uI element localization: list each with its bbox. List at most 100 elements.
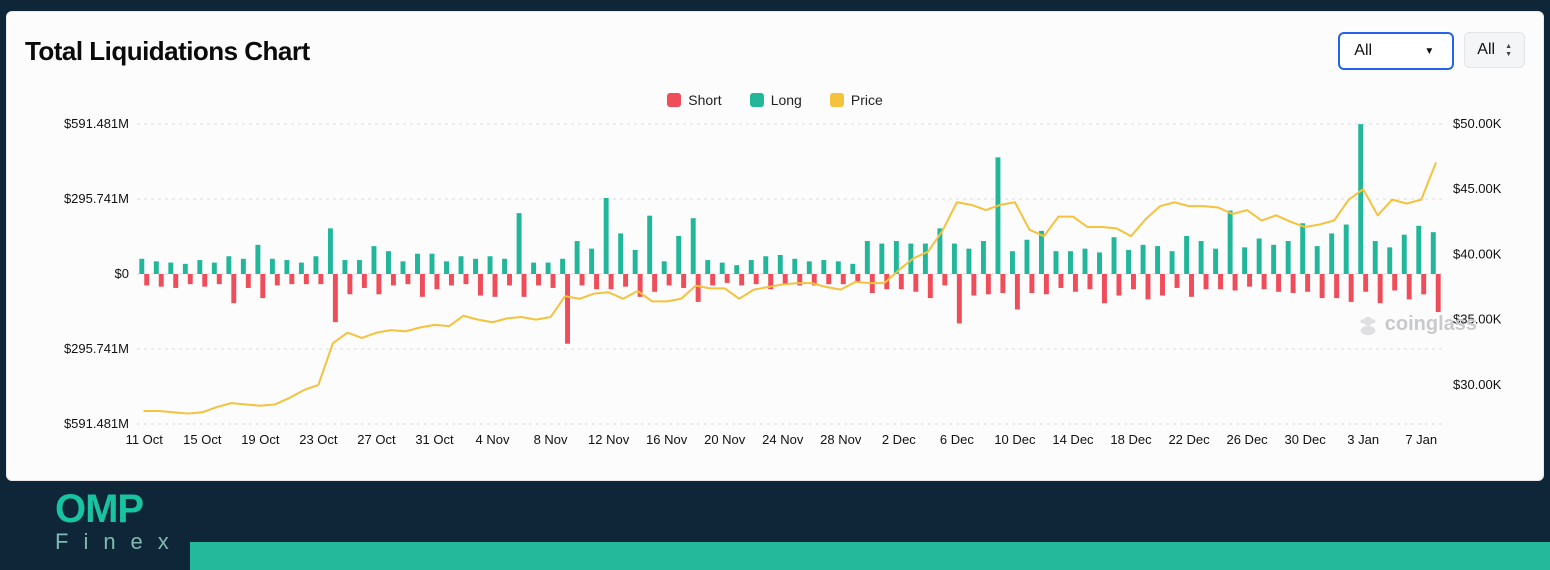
- svg-text:8 Nov: 8 Nov: [534, 432, 568, 447]
- symbol-select-value: All: [1354, 42, 1372, 60]
- svg-text:31 Oct: 31 Oct: [415, 432, 454, 447]
- bar-short: [826, 274, 831, 284]
- bar-long: [1315, 246, 1320, 274]
- bar-short: [507, 274, 512, 285]
- bar-short: [362, 274, 367, 288]
- bar-short: [696, 274, 701, 302]
- bar-short: [420, 274, 425, 297]
- svg-text:$45.00K: $45.00K: [1453, 181, 1502, 196]
- bar-long: [763, 256, 768, 274]
- bar-short: [913, 274, 918, 292]
- bar-short: [1291, 274, 1296, 293]
- svg-text:$591.481M: $591.481M: [64, 116, 129, 131]
- bar-long: [560, 259, 565, 274]
- bar-short: [1305, 274, 1310, 292]
- bar-short: [376, 274, 381, 294]
- legend-price[interactable]: Price: [830, 92, 883, 108]
- bar-short: [1087, 274, 1092, 289]
- bar-long: [952, 244, 957, 274]
- bar-short: [1044, 274, 1049, 294]
- bar-short: [1058, 274, 1063, 288]
- bar-short: [551, 274, 556, 288]
- bar-short: [1320, 274, 1325, 298]
- screenshot-frame: Total Liquidations Chart All ▼ All ▲▼ Sh…: [0, 0, 1550, 570]
- bar-short: [1146, 274, 1151, 299]
- bar-long: [734, 265, 739, 274]
- bar-long: [1358, 124, 1363, 274]
- bar-long: [807, 261, 812, 274]
- svg-text:18 Dec: 18 Dec: [1110, 432, 1152, 447]
- symbol-select[interactable]: All ▼: [1338, 32, 1454, 70]
- bar-long: [1344, 225, 1349, 274]
- svg-text:19 Oct: 19 Oct: [241, 432, 280, 447]
- bar-long: [502, 259, 507, 274]
- bar-short: [159, 274, 164, 287]
- range-select-value: All: [1477, 41, 1495, 59]
- bar-long: [1097, 252, 1102, 274]
- legend-price-swatch: [830, 93, 844, 107]
- bar-long: [328, 228, 333, 274]
- bar-long: [618, 233, 623, 274]
- bar-long: [473, 259, 478, 274]
- bar-short: [1262, 274, 1267, 289]
- bar-long: [154, 261, 159, 274]
- svg-text:26 Dec: 26 Dec: [1226, 432, 1268, 447]
- bar-short: [260, 274, 265, 298]
- bar-short: [347, 274, 352, 294]
- bar-short: [942, 274, 947, 285]
- legend-short[interactable]: Short: [667, 92, 721, 108]
- legend-short-swatch: [667, 93, 681, 107]
- bar-short: [202, 274, 207, 287]
- brand-line1: OMP: [55, 489, 184, 529]
- bar-short: [841, 274, 846, 284]
- legend-long-label: Long: [771, 92, 802, 108]
- bar-short: [173, 274, 178, 288]
- bar-long: [444, 261, 449, 274]
- bar-long: [1242, 247, 1247, 274]
- bar-long: [575, 241, 580, 274]
- bar-long: [1155, 246, 1160, 274]
- svg-text:15 Oct: 15 Oct: [183, 432, 222, 447]
- bar-short: [464, 274, 469, 284]
- chevron-down-icon: ▼: [1424, 46, 1434, 57]
- bar-short: [1247, 274, 1252, 287]
- bar-long: [676, 236, 681, 274]
- svg-text:$295.741M: $295.741M: [64, 191, 129, 206]
- range-select[interactable]: All ▲▼: [1464, 32, 1525, 68]
- svg-text:$295.741M: $295.741M: [64, 341, 129, 356]
- bar-short: [1349, 274, 1354, 302]
- bar-short: [1073, 274, 1078, 292]
- bar-short: [1029, 274, 1034, 293]
- card-header: Total Liquidations Chart All ▼ All ▲▼: [25, 32, 1525, 70]
- bar-long: [1329, 233, 1334, 274]
- bar-short: [565, 274, 570, 344]
- footer: OMP Finex: [0, 482, 1550, 570]
- bar-short: [493, 274, 498, 297]
- bar-short: [246, 274, 251, 288]
- bar-long: [720, 263, 725, 274]
- bar-short: [1000, 274, 1005, 293]
- svg-text:10 Dec: 10 Dec: [994, 432, 1036, 447]
- bar-short: [1407, 274, 1412, 299]
- bar-short: [333, 274, 338, 322]
- bar-long: [168, 263, 173, 274]
- bar-long: [197, 260, 202, 274]
- bar-long: [850, 264, 855, 274]
- legend-long[interactable]: Long: [750, 92, 802, 108]
- bar-long: [1112, 237, 1117, 274]
- bar-long: [255, 245, 260, 274]
- bar-short: [522, 274, 527, 297]
- legend: Short Long Price: [25, 92, 1525, 108]
- bar-long: [1286, 241, 1291, 274]
- bar-long: [1373, 241, 1378, 274]
- bar-long: [226, 256, 231, 274]
- bar-short: [1392, 274, 1397, 290]
- bar-short: [478, 274, 483, 296]
- bar-short: [580, 274, 585, 285]
- bar-long: [1170, 251, 1175, 274]
- bar-long: [1213, 249, 1218, 274]
- bar-short: [1378, 274, 1383, 303]
- bar-short: [275, 274, 280, 285]
- selector-group: All ▼ All ▲▼: [1338, 32, 1525, 70]
- bar-long: [1054, 251, 1059, 274]
